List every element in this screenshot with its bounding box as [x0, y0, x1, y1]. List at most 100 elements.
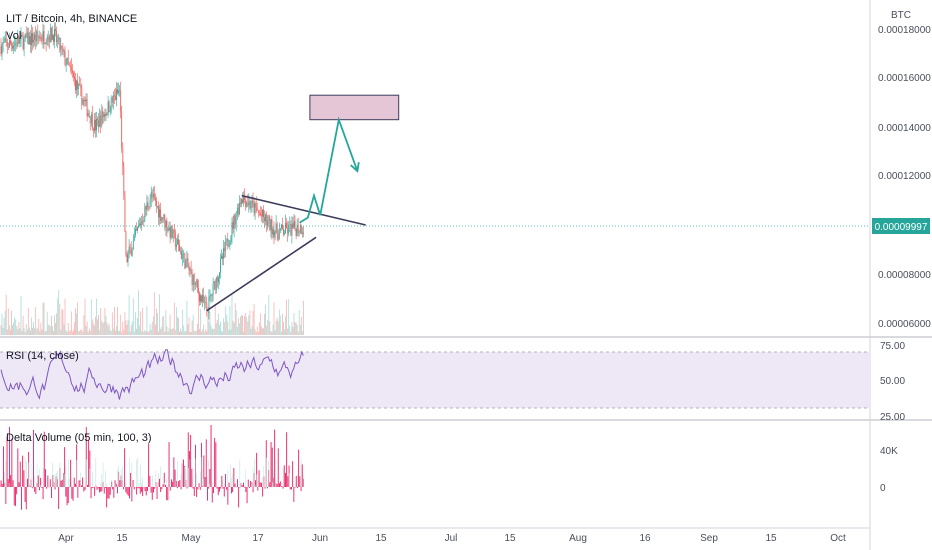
volume-bar — [109, 330, 111, 335]
volume-bar — [105, 315, 107, 335]
volume-bar — [158, 331, 159, 335]
delta-volume-buy-bar — [86, 459, 87, 487]
time-axis[interactable]: Apr 15 May 17 Jun 15 Jul 15 Aug 16 Sep 1… — [58, 533, 846, 544]
rsi-legend[interactable]: RSI (14, close) — [6, 350, 79, 362]
delta-volume-bar — [25, 487, 27, 510]
price-candle-body — [126, 254, 128, 262]
delta-volume-bar — [274, 429, 276, 487]
delta-volume-bar — [297, 487, 298, 489]
price-candle-body — [121, 111, 123, 148]
delta-volume-bar — [173, 457, 175, 487]
volume-bar — [70, 311, 72, 335]
delta-volume-buy-bar — [300, 458, 302, 487]
price-scale-unit: BTC — [891, 10, 911, 21]
volume-bar — [7, 308, 9, 335]
price-candle-body — [47, 36, 49, 41]
volume-bar — [272, 324, 274, 335]
price-candle-body — [79, 84, 81, 86]
volume-legend[interactable]: Vol — [6, 30, 21, 42]
volume-bar — [136, 328, 137, 335]
volume-bar — [248, 315, 250, 335]
price-candle-body — [16, 42, 18, 47]
delta-volume-bar — [246, 487, 248, 504]
price-candle-body — [274, 232, 276, 238]
delta-volume-bar — [64, 447, 66, 487]
volume-bar — [141, 331, 143, 335]
volume-bar — [269, 321, 271, 335]
delta-volume-buy-bar — [207, 477, 208, 487]
price-tick: 0.00008000 — [878, 270, 931, 281]
price-candle-body — [119, 90, 120, 92]
delta-volume-buy-bar — [105, 471, 106, 487]
rsi-tick: 75.00 — [880, 341, 905, 352]
delta-volume-bar — [136, 487, 138, 495]
delta-volume-pane[interactable] — [0, 425, 304, 510]
delta-volume-bar — [232, 487, 234, 493]
price-pane[interactable] — [0, 22, 304, 322]
price-candle-body — [63, 51, 65, 52]
delta-volume-bar — [209, 469, 211, 487]
price-candle-body — [131, 249, 133, 256]
time-label: 17 — [252, 533, 264, 544]
price-candle-body — [93, 128, 94, 131]
volume-bar — [292, 326, 294, 335]
delta-volume-bar — [87, 484, 88, 487]
symbol-legend[interactable]: LIT / Bitcoin, 4h, BINANCE — [6, 13, 137, 25]
delta-volume-buy-bar — [24, 457, 26, 487]
price-candle-body — [123, 166, 125, 195]
rsi-pane[interactable] — [0, 349, 870, 409]
volume-bar — [277, 321, 279, 335]
volume-bar — [102, 323, 104, 335]
price-candle-body — [156, 200, 157, 207]
delta-volume-legend[interactable]: Delta Volume (05 min, 100, 3) — [6, 432, 152, 444]
volume-bar — [62, 309, 64, 335]
delta-volume-bar — [13, 487, 15, 506]
delta-volume-bar — [141, 487, 142, 492]
volume-bar — [88, 328, 90, 335]
volume-bar — [100, 307, 102, 335]
price-candle-body — [177, 239, 178, 245]
price-candle-body — [139, 223, 140, 226]
volume-bar — [119, 330, 120, 335]
time-label: Jun — [312, 533, 328, 544]
price-candle-body — [228, 245, 230, 247]
delta-volume-bar — [3, 446, 4, 487]
time-label: 15 — [375, 533, 387, 544]
volume-bar — [53, 331, 54, 335]
volume-bar — [3, 317, 5, 335]
price-candle-body — [174, 232, 176, 247]
delta-volume-buy-bar — [203, 478, 205, 487]
volume-bar — [230, 329, 232, 335]
price-candle-body — [152, 194, 154, 198]
price-candle-body — [166, 221, 168, 231]
delta-volume-bar — [65, 487, 67, 497]
price-candle-body — [30, 36, 31, 45]
volume-bar — [199, 328, 200, 335]
volume-bar — [173, 302, 175, 335]
price-candle-body — [52, 34, 53, 40]
volume-bar — [184, 331, 186, 335]
delta-volume-bar — [114, 480, 116, 487]
delta-volume-buy-bar — [56, 473, 57, 487]
volume-bar — [166, 326, 168, 335]
volume-bar — [205, 329, 207, 335]
delta-volume-bar — [156, 487, 158, 499]
volume-bar — [45, 330, 47, 335]
delta-volume-bar — [144, 487, 146, 492]
volume-bar — [160, 329, 161, 335]
delta-volume-bar — [39, 487, 40, 491]
drawings-layer[interactable] — [206, 94, 400, 312]
price-candle-body — [120, 90, 122, 112]
price-candle-body — [180, 251, 181, 252]
delta-volume-bar — [228, 482, 230, 487]
volume-bar — [261, 326, 262, 335]
delta-volume-buy-bar — [262, 476, 263, 487]
volume-bar — [265, 304, 266, 335]
price-candle-body — [252, 200, 254, 203]
price-candle-body — [117, 89, 118, 94]
volume-bar — [223, 318, 224, 335]
delta-volume-buy-bar — [89, 468, 91, 487]
price-candle-body — [132, 240, 134, 250]
price-candle-body — [296, 224, 298, 236]
